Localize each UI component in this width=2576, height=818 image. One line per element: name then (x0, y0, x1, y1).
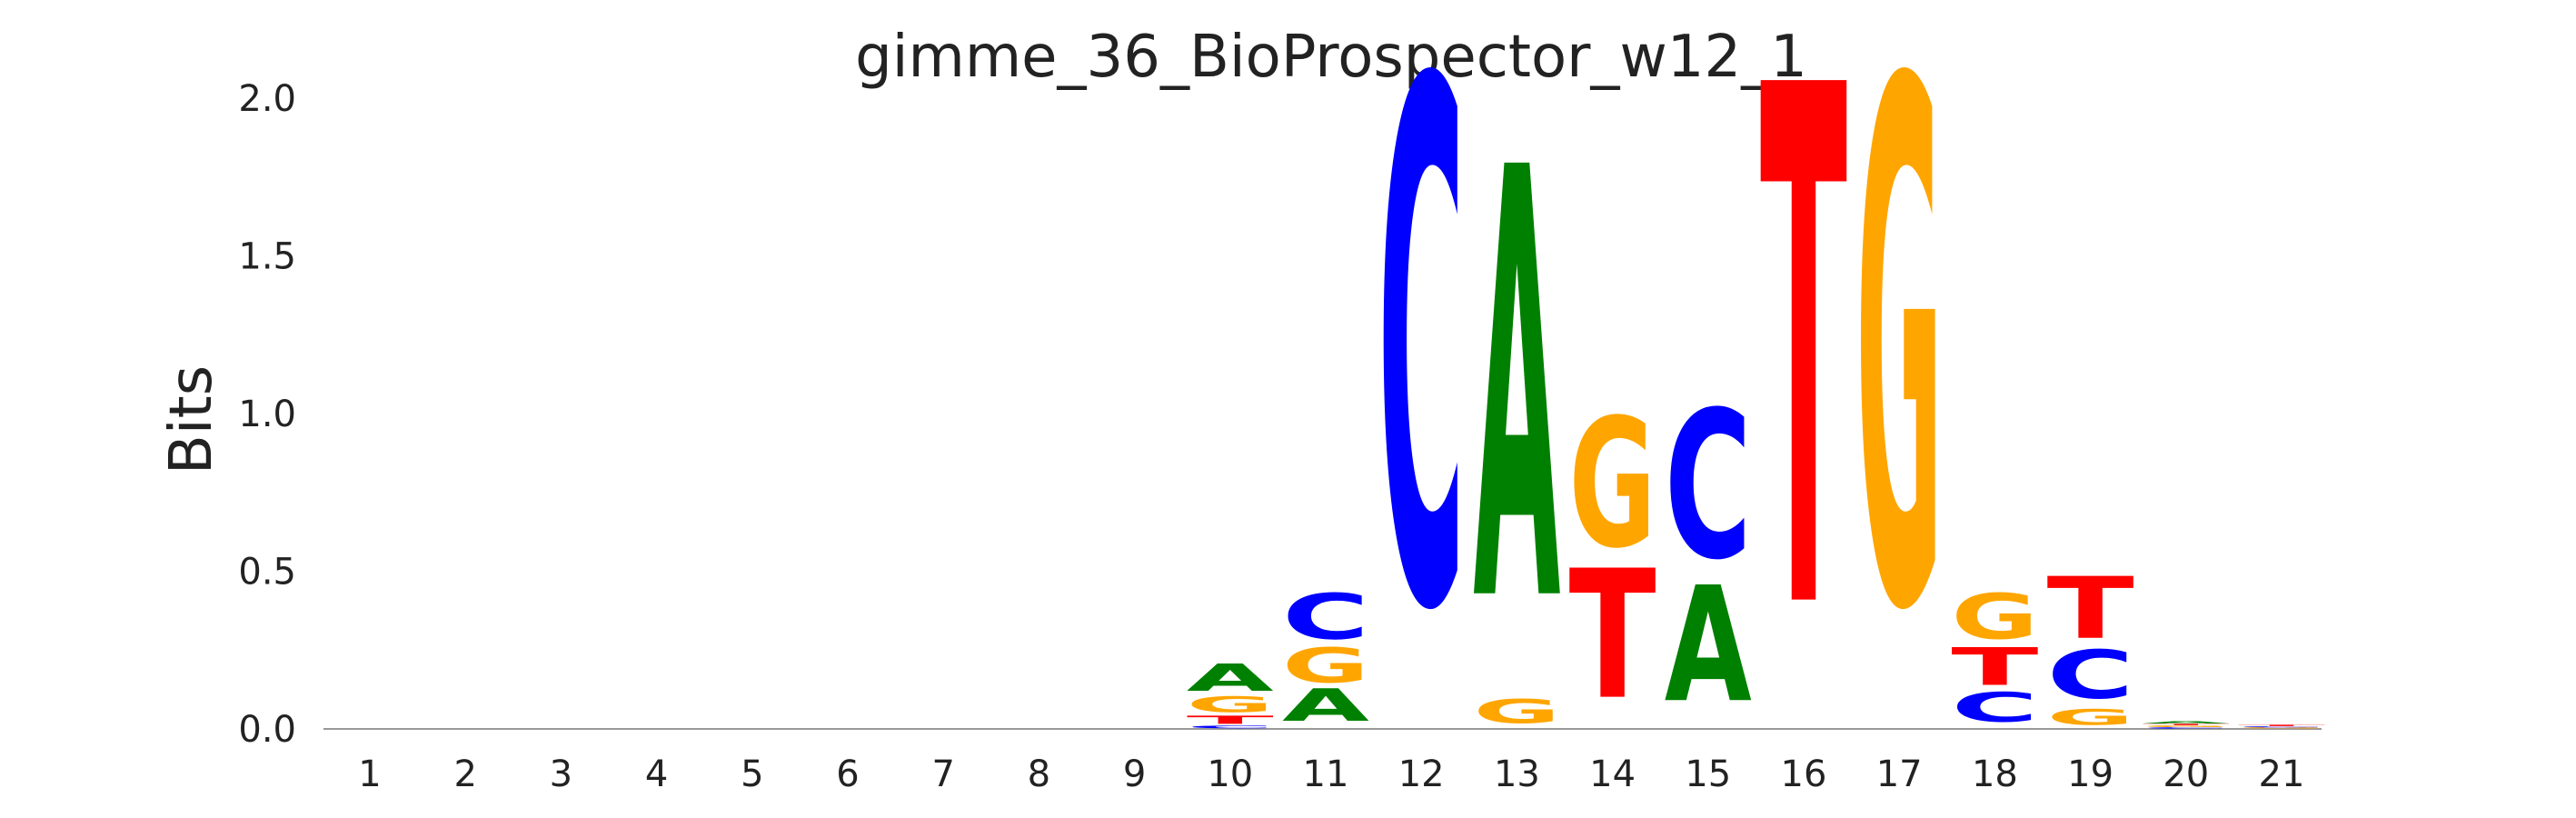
logo-letter-G: G (2047, 704, 2134, 730)
logo-letter-C: C (1187, 724, 1274, 729)
x-tick-label: 21 (2259, 753, 2305, 795)
logo-letter-T: T (2047, 560, 2134, 659)
y-tick-label: 1.5 (238, 236, 296, 278)
logo-letter-A: A (2143, 721, 2230, 724)
x-tick-label: 13 (1494, 753, 1540, 795)
x-tick-label: 4 (645, 753, 668, 795)
y-axis: 0.0 0.5 1.0 1.5 2.0 (238, 78, 296, 751)
y-tick-label: 0.0 (238, 709, 296, 751)
x-tick-label: 7 (931, 753, 954, 795)
x-tick-label: 1 (358, 753, 381, 795)
x-tick-label: 12 (1398, 753, 1445, 795)
x-tick-label: 19 (2067, 753, 2114, 795)
x-tick-label: 15 (1685, 753, 1731, 795)
x-tick-label: 20 (2163, 753, 2209, 795)
logo-letter-C: C (1665, 369, 1752, 605)
logo-letter-T: T (2238, 724, 2325, 726)
logo-letter-C: C (1378, 0, 1465, 769)
logo-letter-T: T (1760, 0, 1848, 768)
logo-letter-A: A (1187, 656, 1274, 700)
logo-letter-T: T (1951, 637, 2038, 697)
logo-letter-C: C (2238, 726, 2325, 728)
logo-letter-T: T (1569, 534, 1656, 740)
x-tick-label: 14 (1589, 753, 1636, 795)
y-tick-label: 0.5 (238, 552, 296, 594)
x-tick-label: 10 (1207, 753, 1253, 795)
logo-letter-A: A (1473, 46, 1561, 733)
logo-letter-G: G (1473, 693, 1560, 731)
x-tick-label: 17 (1876, 753, 1923, 795)
chart-title: gimme_36_BioProspector_w12_1 (855, 24, 1807, 91)
y-tick-label: 1.0 (238, 394, 296, 435)
logo-letter-G: G (1282, 638, 1369, 693)
logo-letter-G: G (1187, 692, 1274, 717)
logo-letter-C: C (1282, 581, 1369, 654)
logo-letter-T: T (2143, 723, 2230, 725)
logo-letter-G: G (1951, 581, 2038, 654)
x-tick-label: 8 (1028, 753, 1050, 795)
logo-letter-C: C (1951, 684, 2038, 732)
x-tick-label: 18 (1972, 753, 2018, 795)
logo-letter-A: A (1282, 681, 1369, 732)
x-tick-label: 6 (836, 753, 859, 795)
logo-letter-A: A (1665, 553, 1752, 738)
x-tick-label: 3 (550, 753, 572, 795)
x-tick-label: 11 (1303, 753, 1349, 795)
x-tick-label: 2 (453, 753, 476, 795)
logo-letter-G: G (1855, 0, 1943, 768)
logo-letter-G: G (2143, 725, 2230, 728)
x-tick-label: 9 (1123, 753, 1146, 795)
y-tick-label: 2.0 (238, 78, 296, 120)
logo-letter-C: C (2047, 636, 2134, 713)
logo-letter-T: T (1187, 713, 1274, 726)
x-tick-label: 16 (1781, 753, 1827, 795)
x-axis: 1 2 3 4 5 6 7 8 9 10 11 12 13 14 15 16 17 18 19 20 21 (358, 753, 2304, 795)
logo-letter-C: C (2143, 727, 2230, 729)
x-tick-label: 5 (741, 753, 763, 795)
logo-letter-G: G (2238, 727, 2325, 729)
y-axis-label: Bits (158, 365, 225, 474)
logo-letter-G: G (1569, 381, 1656, 587)
